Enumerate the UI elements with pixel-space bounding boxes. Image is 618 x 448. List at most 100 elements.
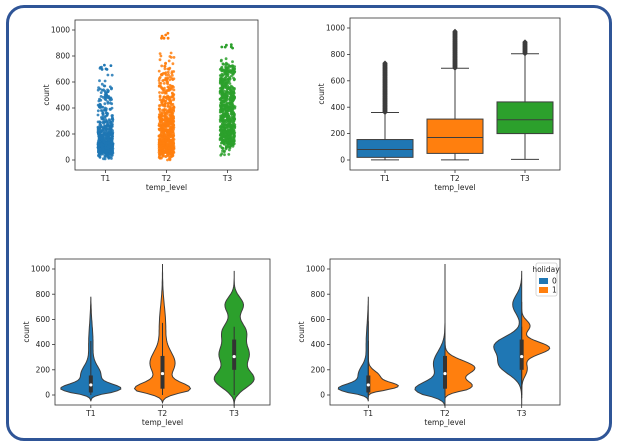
y-tick-label: 1000 (31, 265, 50, 274)
strip-point-T2 (161, 97, 165, 101)
strip-point-T2 (164, 77, 168, 81)
strip-point-T2 (160, 36, 163, 40)
strip-point-T2 (163, 113, 167, 117)
x-tick-label: T2 (157, 409, 168, 418)
strip-point-T3 (225, 91, 228, 94)
strip-point-T1 (99, 66, 102, 69)
strip-point-T2 (161, 123, 165, 126)
strip-point-T2 (164, 115, 168, 119)
strip-point-T2 (160, 111, 164, 115)
strip-point-T2 (163, 72, 167, 75)
x-tick-label: T2 (161, 174, 172, 183)
strip-points (96, 31, 237, 162)
legend: holiday 01 (532, 262, 560, 297)
strip-point-T3 (228, 148, 231, 152)
strip-point-T1 (109, 64, 113, 67)
strip-point-T1 (106, 100, 110, 104)
x-tick-label: T2 (439, 409, 450, 418)
violin-iqr (232, 339, 237, 370)
strip-point-T3 (223, 149, 226, 153)
violin-median (89, 383, 93, 387)
strip-point-T1 (103, 155, 107, 159)
y-tick-label: 800 (36, 290, 51, 299)
strip-point-T2 (161, 103, 165, 107)
strip-point-T1 (103, 120, 107, 124)
strip-point-T3 (228, 146, 232, 150)
strip-point-T2 (164, 33, 168, 37)
strip-point-T2 (166, 102, 170, 106)
strip-point-T2 (166, 154, 170, 158)
violin-T2 (133, 264, 192, 405)
strip-point-T3 (228, 118, 232, 122)
strip-point-T1 (98, 79, 101, 83)
strip-point-T2 (159, 141, 163, 144)
y-tick-label: 0 (45, 391, 50, 400)
strip-point-T2 (170, 155, 174, 158)
y-axis-label: count (42, 84, 51, 105)
violin-median (232, 354, 236, 359)
strip-point-T1 (98, 155, 102, 159)
strip-point-T3 (221, 138, 224, 142)
strip-point-T1 (96, 109, 100, 113)
strip-point-T3 (219, 144, 222, 148)
x-tick-label: T1 (379, 174, 390, 183)
strip-point-T2 (161, 79, 165, 82)
strip-point-T2 (171, 138, 175, 142)
strip-point-T1 (97, 86, 100, 90)
strip-point-T2 (170, 84, 173, 88)
x-tick-label: T3 (228, 409, 239, 418)
y-tick-label: 800 (331, 50, 346, 59)
strip-point-T1 (100, 109, 104, 112)
strip-point-T3 (225, 81, 229, 84)
strip-point-T1 (110, 123, 114, 127)
y-tick-label: 600 (311, 315, 326, 324)
strip-point-T1 (110, 102, 114, 106)
y-tick-label: 0 (65, 156, 70, 165)
strip-point-T3 (232, 116, 236, 119)
strip-point-T1 (108, 144, 112, 147)
x-tick-label: T3 (519, 174, 530, 183)
strip-point-T1 (101, 116, 105, 120)
strip-point-T1 (106, 90, 109, 94)
strip-point-T3 (224, 63, 228, 67)
strip-point-T2 (168, 123, 172, 127)
split-violin-T1 (337, 296, 399, 402)
x-tick-label: T1 (85, 409, 96, 418)
strip-point-T3 (229, 43, 233, 47)
strip-point-T2 (172, 56, 176, 59)
strip-point-T2 (162, 82, 166, 85)
violin-half-1 (367, 321, 399, 398)
strip-point-T3 (232, 87, 236, 91)
y-tick-label: 400 (56, 104, 71, 113)
strip-point-T3 (231, 125, 235, 128)
violin-half-0 (337, 296, 369, 402)
strip-point-T3 (228, 138, 232, 142)
legend-swatch (539, 287, 548, 293)
y-axis-label: count (297, 321, 306, 342)
strip-point-T2 (160, 64, 164, 68)
strip-point-T2 (162, 127, 166, 131)
strip-point-T2 (157, 104, 161, 107)
strip-point-T1 (109, 98, 112, 102)
strip-point-T3 (219, 67, 223, 70)
strip-point-T3 (224, 76, 227, 79)
strip-point-T3 (227, 153, 231, 156)
box-body (496, 101, 554, 135)
x-tick-label: T1 (100, 174, 111, 183)
strip-point-T2 (166, 76, 170, 79)
strip-point-T1 (100, 150, 104, 154)
y-tick-label: 200 (331, 129, 346, 138)
strip-point-T2 (161, 100, 165, 103)
strip-point-T2 (169, 138, 173, 142)
strip-point-T2 (171, 135, 175, 139)
strip-point-T2 (172, 109, 176, 113)
strip-point-T1 (104, 67, 108, 71)
strip-point-T3 (223, 45, 227, 49)
strip-point-T2 (158, 107, 161, 111)
violin-median (160, 371, 165, 376)
box-outlier (522, 39, 528, 45)
strip-point-T2 (165, 141, 169, 145)
strip-point-T3 (232, 78, 236, 82)
strip-point-T3 (223, 106, 227, 110)
strip-point-T2 (164, 99, 168, 103)
